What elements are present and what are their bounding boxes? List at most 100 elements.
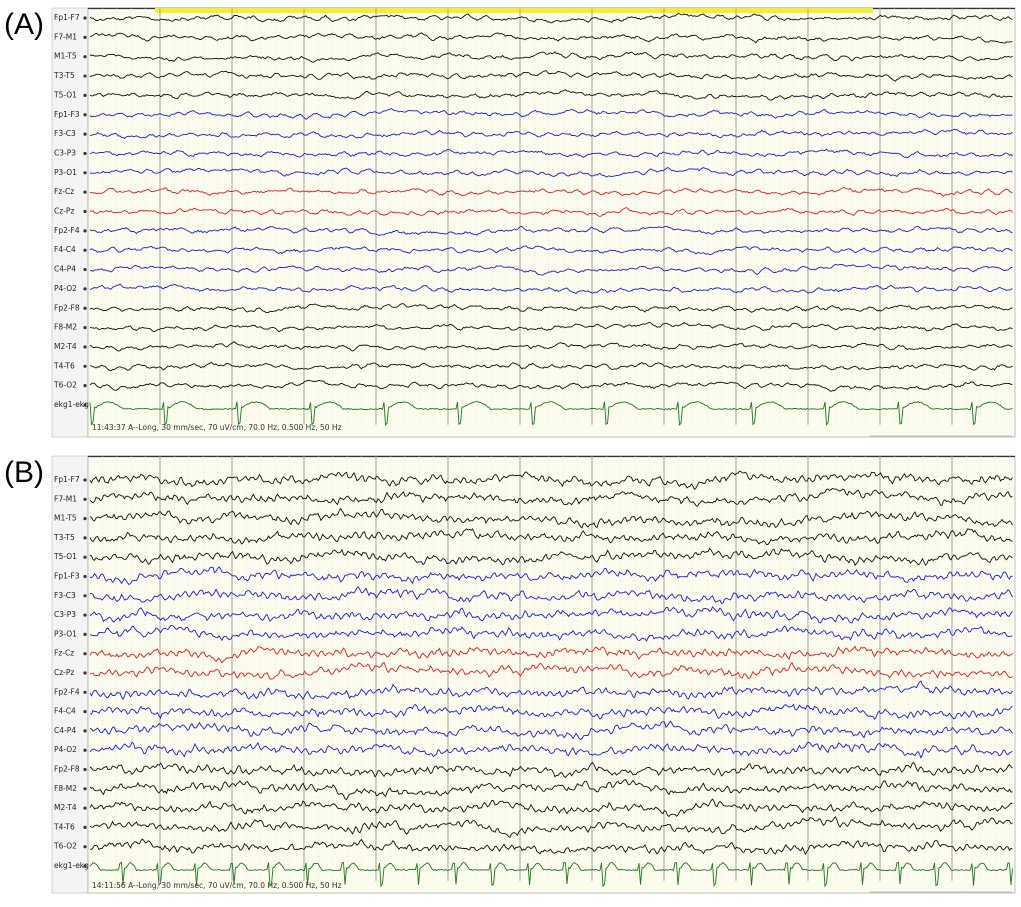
channel-label: C3-P3 [54, 148, 76, 157]
eeg-trace [89, 703, 1013, 721]
eeg-trace [89, 225, 1013, 236]
channel-label: Fz-Cz [54, 649, 74, 658]
channel-marker [83, 806, 87, 810]
eeg-trace [90, 624, 1013, 642]
channel-marker [83, 151, 87, 156]
eeg-trace [89, 340, 1013, 352]
channel-marker [83, 345, 87, 349]
label-column [51, 455, 89, 894]
channel-label: C4-P4 [54, 265, 76, 274]
channel-label: Fp2-F8 [54, 765, 80, 774]
channel-label: Fp1-F3 [54, 572, 80, 581]
channel-label: F3-C3 [54, 129, 76, 138]
eeg-trace [89, 32, 1013, 44]
channel-marker [83, 864, 87, 868]
eeg-trace [89, 778, 1013, 801]
channel-marker [83, 536, 87, 540]
channel-marker [83, 690, 87, 694]
eeg-trace [89, 798, 1013, 817]
channel-label: T4-T6 [53, 822, 75, 831]
eeg-trace [89, 148, 1013, 159]
channel-marker [83, 16, 87, 20]
trace-area [87, 7, 1016, 438]
channel-marker [83, 652, 87, 656]
eeg-trace [89, 816, 1013, 839]
channel-label: T5-O1 [53, 90, 77, 99]
channel-marker [83, 132, 87, 136]
eeg-trace [89, 566, 1013, 586]
channel-marker [83, 787, 87, 791]
eeg-trace [89, 720, 1013, 741]
channel-label: M1-T5 [54, 52, 77, 61]
channel-label: C3-P3 [54, 610, 76, 619]
channel-marker [83, 384, 87, 388]
eeg-trace [89, 606, 1013, 624]
channel-label: T4-T6 [53, 361, 75, 370]
channel-marker [83, 306, 87, 310]
eeg-trace [89, 187, 1013, 197]
channel-marker [83, 613, 87, 617]
channel-marker [83, 171, 87, 175]
eeg-trace [89, 861, 1013, 888]
channel-label: M1-T5 [54, 514, 77, 523]
eeg-trace [89, 128, 1013, 140]
channel-marker [83, 190, 87, 194]
eeg-trace [89, 547, 1013, 567]
eeg-trace [89, 13, 1013, 24]
channel-label: P4-O2 [54, 284, 77, 293]
channel-marker [83, 845, 87, 849]
channel-marker [83, 74, 87, 78]
channel-label: Fz-Cz [54, 187, 74, 196]
eeg-trace [89, 680, 1013, 701]
channel-label: Fp2-F8 [54, 303, 80, 312]
eeg-trace [89, 321, 1013, 333]
channel-label: F7-M1 [54, 32, 77, 41]
channel-marker [83, 767, 87, 772]
channel-marker [83, 287, 87, 291]
channel-marker [83, 748, 87, 752]
eeg-panel: (B) Fp1-F7 F7-M1 M1-T5 T3-T5 T5-O1 Fp1-F3 F3-C3… [4, 455, 1016, 894]
status-line: 14:11:56 A--Long, 30 mm/sec, 70 uV/cm, 7… [92, 881, 342, 890]
channel-marker [83, 403, 87, 407]
channel-marker [83, 555, 87, 559]
channel-marker [83, 729, 87, 733]
eeg-trace [89, 741, 1013, 759]
channel-marker [83, 55, 87, 59]
channel-label: F7-M1 [54, 494, 77, 503]
channel-label: C4-P4 [54, 726, 76, 735]
channel-label: F8-M2 [54, 323, 77, 332]
eeg-trace [89, 89, 1013, 101]
channel-marker [83, 209, 87, 214]
channel-marker [83, 113, 87, 117]
channel-marker [83, 229, 87, 233]
eeg-panel: (A) Fp1-F7 F7-M1 M1-T5 T3-T5 T5-O1 Fp1-F3 F3-C3… [4, 7, 1016, 438]
selection-bar [155, 8, 873, 13]
channel-label: M2-T4 [54, 342, 77, 351]
channel-marker [83, 574, 87, 579]
channel-label: P3-O1 [54, 168, 77, 177]
channel-marker [83, 478, 87, 482]
eeg-trace [89, 167, 1013, 178]
panel-label: (A) [4, 8, 44, 41]
channel-label: T3-T5 [53, 533, 75, 542]
channel-label: Fp1-F3 [54, 110, 80, 119]
channel-label: F4-C4 [54, 707, 76, 716]
channel-marker [83, 93, 87, 97]
eeg-trace [89, 108, 1013, 120]
channel-label: P4-O2 [54, 745, 77, 754]
channel-label: T6-O2 [53, 842, 77, 851]
channel-marker [83, 35, 87, 39]
channel-label: T6-O2 [53, 381, 77, 390]
eeg-trace [89, 303, 1013, 314]
eeg-trace [89, 487, 1013, 507]
eeg-trace [89, 401, 1013, 427]
eeg-trace [89, 661, 1013, 680]
channel-label: M2-T4 [54, 803, 77, 812]
channel-marker [83, 497, 87, 501]
channel-marker [83, 364, 87, 368]
channel-label: F8-M2 [54, 784, 77, 793]
panel-label: (B) [4, 456, 44, 489]
channel-label: F4-C4 [54, 245, 76, 254]
channel-marker [83, 825, 87, 830]
